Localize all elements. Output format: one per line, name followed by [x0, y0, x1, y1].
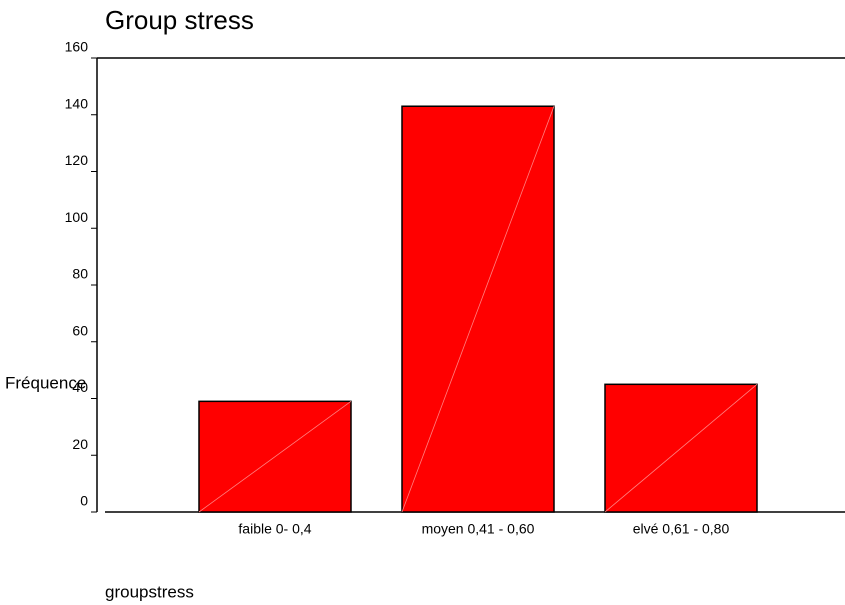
bar-diagonal	[604, 384, 758, 513]
x-axis-label: groupstress	[105, 582, 194, 601]
y-tick-label: 60	[72, 322, 88, 338]
x-tick-label: elvé 0,61 - 0,80	[633, 521, 730, 537]
y-tick-label: 160	[65, 39, 89, 55]
bar-diagonal	[198, 401, 352, 513]
y-tick-label: 100	[65, 209, 89, 225]
y-tick-label: 40	[72, 379, 88, 395]
bar-diagonal	[401, 106, 555, 513]
x-tick-label: moyen 0,41 - 0,60	[422, 521, 535, 537]
x-tick-label: faible 0- 0,4	[238, 521, 311, 537]
y-tick-label: 80	[72, 266, 88, 282]
y-tick-label: 140	[65, 95, 89, 111]
y-tick-label: 120	[65, 152, 89, 168]
y-axis-label: Fréquence	[5, 373, 86, 392]
y-tick-label: 20	[72, 436, 88, 452]
y-tick-label: 0	[80, 493, 88, 509]
chart-title: Group stress	[105, 5, 254, 35]
